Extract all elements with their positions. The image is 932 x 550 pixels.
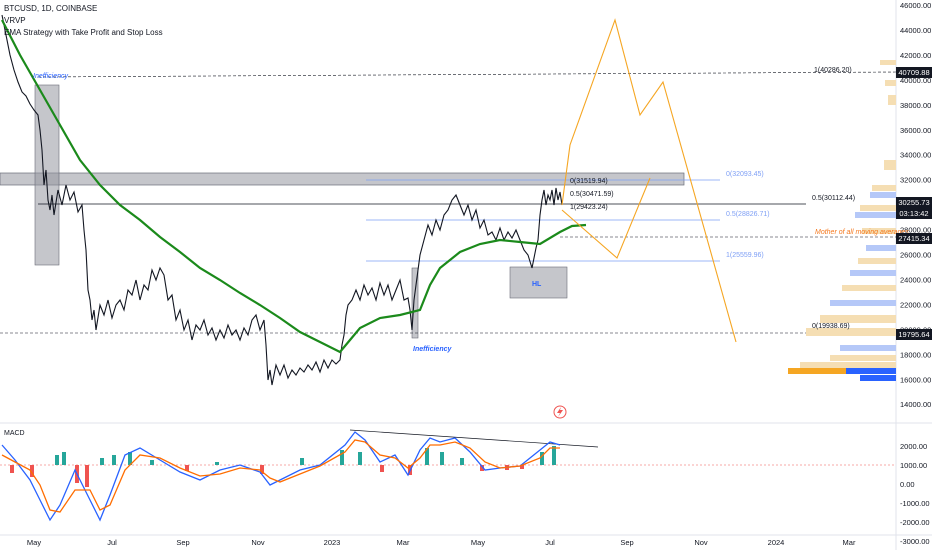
- fib-0-inner-label: 0(31519.94): [570, 178, 608, 185]
- price-axis-tick: 24000.00: [900, 275, 931, 284]
- signal-line[interactable]: [1, 439, 560, 513]
- price-axis[interactable]: 46000.00 44000.00 42000.00 40000.00 38000.00…: [900, 1, 931, 409]
- hl-box[interactable]: [509, 266, 568, 299]
- time-axis-tick: 2023: [324, 538, 341, 547]
- fib-1-upper-label: 1(25559.96): [726, 252, 764, 259]
- macd-line[interactable]: [1, 431, 561, 522]
- time-axis-tick: Nov: [694, 538, 708, 547]
- price-tag-level-top: 40709.88: [896, 67, 932, 78]
- level-line-top[interactable]: [37, 71, 897, 78]
- price-axis-tick: 42000.00: [900, 51, 931, 60]
- price-axis-tick: 36000.00: [900, 126, 931, 135]
- price-axis-tick: 44000.00: [900, 26, 931, 35]
- lightning-icon[interactable]: [553, 405, 567, 419]
- price-axis-tick: 26000.00: [900, 251, 931, 260]
- price-tag-current: 30255.73: [896, 197, 932, 208]
- fib-05-upper-label: 0.5(28826.71): [726, 211, 770, 218]
- ema-line[interactable]: [1, 19, 587, 354]
- price-tag-level-low: 19795.64: [896, 329, 932, 340]
- fib-1-inner-label: 1(29423.24): [570, 204, 608, 211]
- price-axis-tick: 40000.00: [900, 76, 931, 85]
- price-axis-tick: 14000.00: [900, 400, 931, 409]
- symbol-title[interactable]: BTCUSD, 1D, COINBASE: [4, 4, 98, 13]
- macd-axis-tick: 0.00: [900, 480, 915, 489]
- indicator-ema-strategy[interactable]: EMA Strategy with Take Profit and Stop L…: [4, 28, 163, 37]
- price-tag-ema: 27415.34: [896, 233, 932, 244]
- projection-path[interactable]: [561, 18, 737, 343]
- hl-label: HL: [532, 281, 542, 288]
- macd-axis[interactable]: 2000.00 1000.00 0.00 -1000.00 -2000.00 -3000.…: [900, 442, 930, 546]
- fib-05-inner-label: 0.5(30471.59): [570, 191, 614, 198]
- time-axis-tick: Mar: [843, 538, 856, 547]
- price-axis-tick: 32000.00: [900, 176, 931, 185]
- time-axis-tick: May: [27, 538, 41, 547]
- price-axis-tick: 34000.00: [900, 151, 931, 160]
- price-axis-tick: 22000.00: [900, 300, 931, 309]
- fib-half-right-label: 0.5(30112.44): [812, 195, 855, 202]
- macd-axis-tick: -1000.00: [900, 499, 930, 508]
- macd-pane[interactable]: [0, 425, 896, 535]
- fib-zero-right-label: 0(19938.69): [812, 323, 850, 330]
- time-axis-tick: May: [471, 538, 485, 547]
- price-axis-tick: 38000.00: [900, 101, 931, 110]
- time-axis-tick: Mar: [397, 538, 410, 547]
- price-axis-tick: 46000.00: [900, 1, 931, 10]
- price-axis-tick: 28000.00: [900, 226, 931, 235]
- macd-label: MACD: [4, 430, 25, 437]
- resistance-zone[interactable]: [0, 172, 685, 186]
- time-axis[interactable]: May Jul Sep Nov 2023 Mar May Jul Sep Nov 2024 Mar: [27, 538, 856, 547]
- macd-axis-tick: -3000.00: [900, 537, 930, 546]
- inefficiency-label-top: Inefficiency: [33, 73, 69, 80]
- mother-ma-label: Mother of all moving averages: [815, 229, 909, 236]
- macd-axis-tick: -2000.00: [900, 518, 930, 527]
- price-axis-tick: 16000.00: [900, 375, 931, 384]
- macd-axis-tick: 2000.00: [900, 442, 927, 451]
- price-axis-tick: 18000.00: [900, 350, 931, 359]
- time-axis-tick: Sep: [620, 538, 633, 547]
- fib-0-upper-label: 0(32093.45): [726, 171, 764, 178]
- price-tag-countdown: 03:13:42: [896, 208, 932, 219]
- time-axis-tick: Sep: [176, 538, 189, 547]
- fib-top-right-label: 1(40286.20): [814, 67, 852, 74]
- inefficiency-box-top[interactable]: [34, 84, 60, 266]
- time-axis-tick: Nov: [251, 538, 265, 547]
- inefficiency-label-bottom: Inefficiency: [413, 346, 452, 353]
- time-axis-tick: Jul: [107, 538, 117, 547]
- indicator-vrvp[interactable]: VRVP: [4, 16, 26, 25]
- time-axis-tick: Jul: [545, 538, 555, 547]
- projection-path-alt[interactable]: [561, 177, 651, 259]
- price-series[interactable]: [1, 14, 563, 386]
- inefficiency-box-bottom[interactable]: [411, 267, 419, 339]
- volume-profile[interactable]: [788, 60, 896, 381]
- time-axis-tick: 2024: [768, 538, 785, 547]
- macd-axis-tick: 1000.00: [900, 461, 927, 470]
